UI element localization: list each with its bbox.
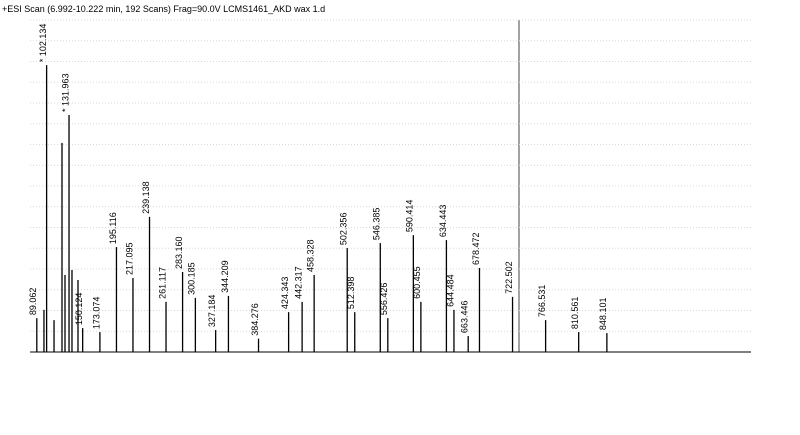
- peak-label: 442.317: [293, 266, 303, 299]
- peak-label: * 131.963: [60, 73, 70, 112]
- peak-label: 239.138: [141, 181, 151, 214]
- peak-label: 556.426: [379, 283, 389, 316]
- chart-title: +ESI Scan (6.992-10.222 min, 192 Scans) …: [2, 4, 325, 14]
- peak-label: 344.209: [220, 260, 230, 293]
- peak-label: 261.117: [157, 267, 167, 299]
- peak-label: 766.531: [537, 285, 547, 318]
- peak-label: 173.074: [91, 297, 101, 330]
- peak-label: 458.328: [306, 239, 316, 272]
- peak-label: 678.472: [471, 232, 481, 265]
- peak-label: 502.356: [339, 213, 349, 246]
- peak-label: 644.484: [445, 274, 455, 307]
- peak-label: 283.160: [174, 236, 184, 269]
- peak-label: * 102.134: [38, 24, 48, 63]
- peak-label: 722.502: [504, 261, 514, 294]
- peak-label: 848.101: [598, 298, 608, 331]
- peak-label: 663.446: [460, 301, 470, 334]
- peak-label: 384.276: [250, 303, 260, 336]
- peak-label: 150.124: [74, 293, 84, 326]
- peak-label: 634.443: [438, 205, 448, 238]
- peak-label: 424.343: [280, 277, 290, 310]
- peak-label: 600.455: [412, 266, 422, 299]
- peak-label: 300.185: [187, 262, 197, 295]
- peak-label: 327.184: [207, 295, 217, 328]
- peak-label: 810.561: [570, 297, 580, 330]
- peak-label: 546.385: [372, 208, 382, 241]
- peak-label: 512.398: [346, 277, 356, 310]
- peak-label: 590.414: [405, 200, 415, 233]
- peak-label: 89.062: [28, 288, 38, 316]
- peak-label: 217.095: [124, 242, 134, 275]
- peak-label: 195.116: [108, 212, 118, 244]
